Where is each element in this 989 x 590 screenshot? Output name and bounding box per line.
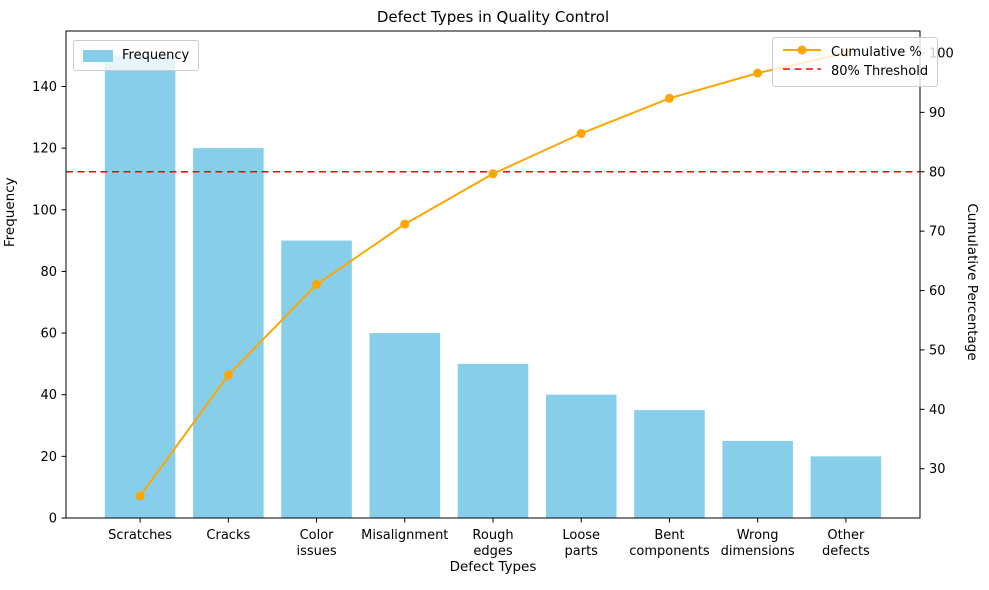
cumulative-point [576,129,586,139]
right-tick-label: 60 [929,284,946,299]
left-tick-label: 80 [40,265,57,280]
frequency-bar [457,363,529,518]
left-tick-label: 20 [40,450,57,465]
frequency-bar [193,148,264,518]
right-tick-label: 30 [929,462,946,477]
cumulative-point [664,93,674,103]
frequency-bar [722,440,793,518]
cumulative-point [753,68,763,78]
left-tick-label: 60 [40,327,57,342]
right-tick-label: 70 [929,225,946,240]
threshold-line-swatch [782,62,822,81]
left-tick-label: 120 [32,142,57,157]
cumulative-point [312,279,322,289]
left-tick-label: 40 [40,388,57,403]
x-tick-label: Other defects [822,528,870,559]
x-axis-label: Defect Types [449,559,537,575]
cumulative-line-swatch [782,43,822,62]
legend-cumulative-label: Cumulative % [831,45,922,60]
right-tick-label: 50 [929,343,946,358]
legend-threshold-label: 80% Threshold [831,64,929,79]
cumulative-point [400,219,410,229]
right-tick-label: 40 [929,403,946,418]
chart-title: Defect Types in Quality Control [376,8,610,26]
cumulative-point [135,491,145,501]
x-tick-label: Bent components [629,528,710,559]
frequency-bar [545,394,617,518]
x-tick-label: Color issues [296,528,336,559]
legend-frequency: Frequency [73,40,200,71]
x-tick-label: Rough edges [472,528,513,559]
x-tick-label: Loose parts [562,528,600,559]
right-tick-label: 90 [929,106,946,121]
left-axis-label: Frequency [2,177,18,248]
right-axis-label: Cumulative Percentage [964,203,980,361]
left-tick-label: 100 [32,203,57,218]
frequency-bar [634,410,705,518]
frequency-bar [369,333,441,518]
cumulative-point [488,169,498,179]
left-tick-label: 0 [49,512,57,527]
frequency-bar-swatch [83,49,113,62]
left-tick-label: 140 [32,80,57,95]
cumulative-point [223,370,233,380]
x-tick-label: Cracks [206,528,250,543]
frequency-bar [810,456,882,518]
frequency-bar [104,55,176,518]
x-tick-label: Misalignment [361,528,448,543]
legend-lines: Cumulative % 80% Threshold [772,37,939,87]
x-tick-label: Wrong dimensions [721,528,795,559]
x-tick-label: Scratches [108,528,172,543]
right-tick-label: 80 [929,165,946,180]
legend-frequency-label: Frequency [122,48,190,63]
